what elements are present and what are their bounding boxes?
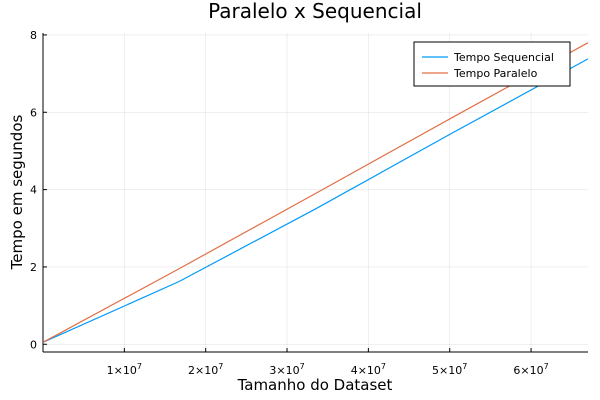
- legend: Tempo Sequencial Tempo Paralelo: [413, 41, 571, 87]
- chart-title: Paralelo x Sequencial: [208, 0, 422, 23]
- y-tick-label: 2: [30, 261, 37, 274]
- x-tick-label: 6×107: [513, 362, 548, 377]
- y-ticks: 0 2 4 6 8: [30, 29, 47, 351]
- series-line-paralelo: [42, 42, 589, 343]
- y-tick-label: 0: [30, 338, 37, 351]
- y-axis-label: Tempo em segundos: [8, 115, 26, 271]
- x-tick-label: 5×107: [432, 362, 467, 377]
- series-line-sequencial: [42, 58, 589, 343]
- legend-box: [413, 41, 571, 87]
- axes: [42, 33, 588, 353]
- x-tick-label: 3×107: [269, 362, 304, 377]
- legend-label-sequencial: Tempo Sequencial: [453, 51, 554, 64]
- x-tick-label: 2×107: [188, 362, 223, 377]
- legend-label-paralelo: Tempo Paralelo: [453, 67, 538, 80]
- series-lines: [42, 42, 589, 343]
- x-ticks: 1×107 2×107 3×107 4×107 5×107 6×107: [107, 348, 549, 377]
- y-tick-label: 4: [30, 184, 37, 197]
- y-tick-label: 6: [30, 106, 37, 119]
- x-axis-label: Tamanho do Dataset: [237, 376, 393, 394]
- x-tick-label: 1×107: [107, 362, 142, 377]
- x-tick-label: 4×107: [351, 362, 386, 377]
- y-tick-label: 8: [30, 29, 37, 42]
